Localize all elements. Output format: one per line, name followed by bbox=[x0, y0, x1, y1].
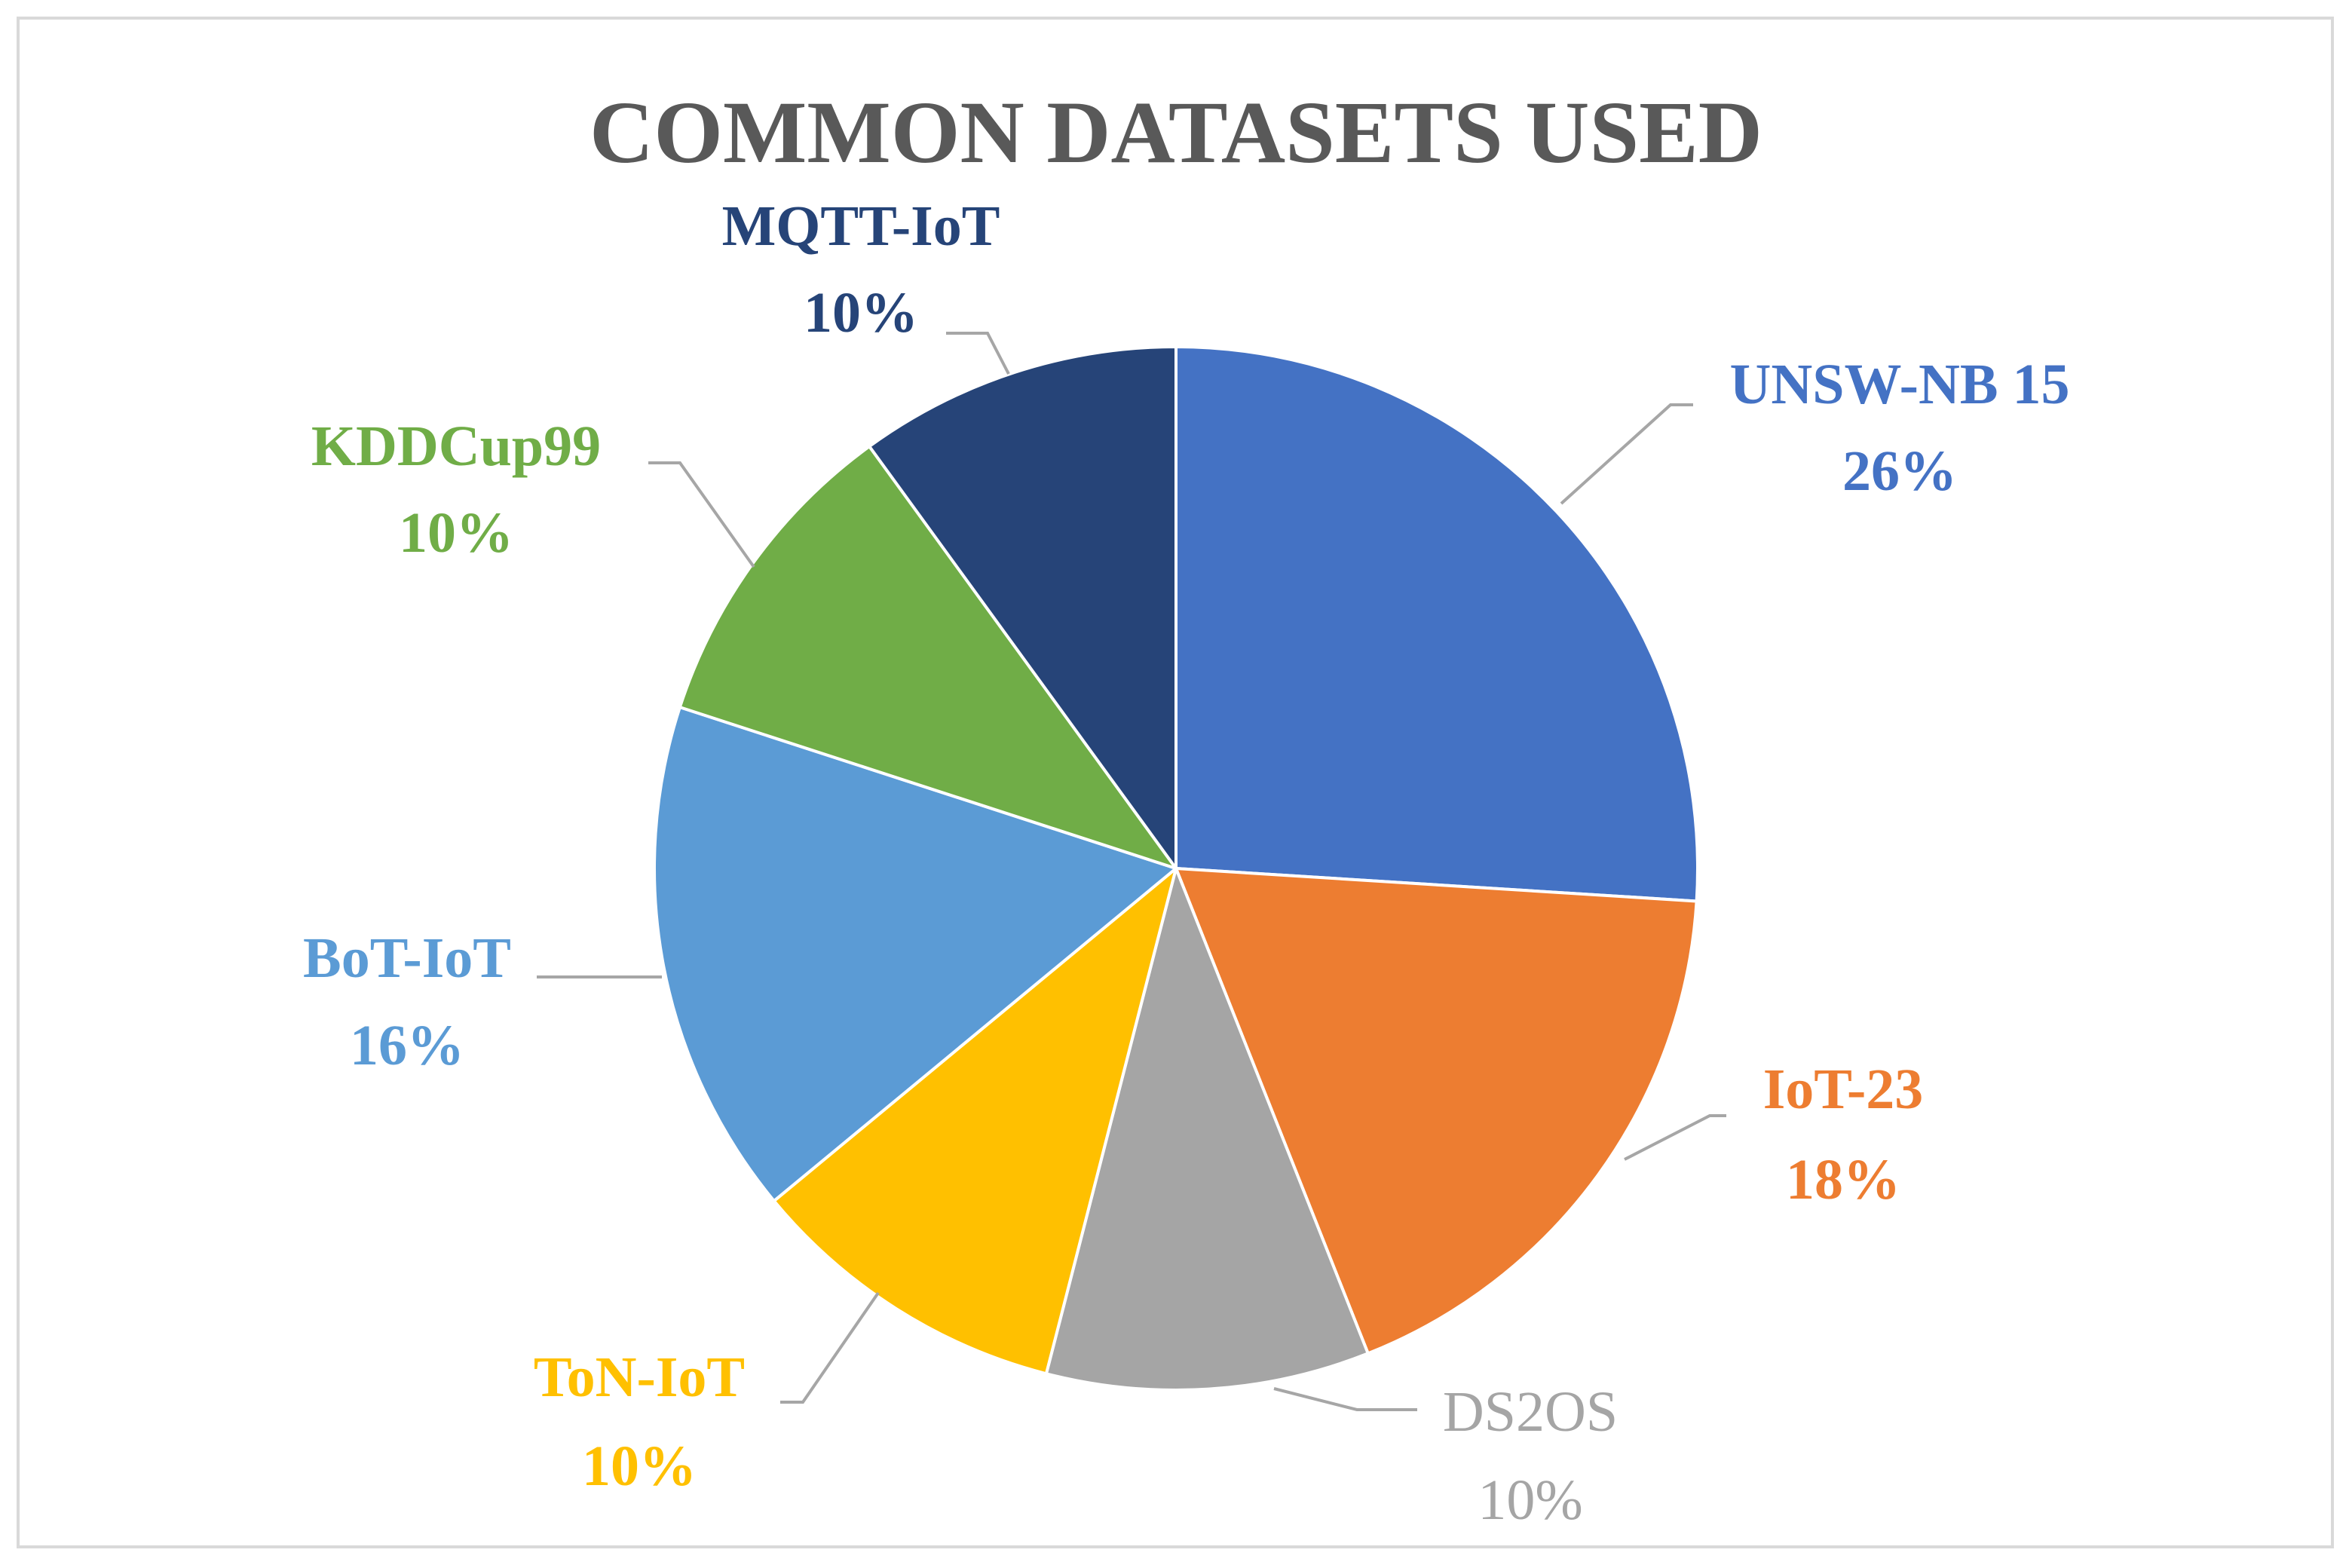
pie-slice-unsw-nb-15 bbox=[1174, 345, 1699, 903]
slice-labels: UNSW-NB 15 26% IoT-23 18% DS2OS 10% ToN-IoT 10%… bbox=[303, 194, 2070, 1532]
leader-line-unsw-nb-15 bbox=[1560, 403, 1693, 505]
slice-category-label: BoT-IoT bbox=[303, 926, 511, 990]
slice-percentage-label: 10% bbox=[804, 281, 918, 345]
leader-line-ton-iot bbox=[780, 1291, 880, 1404]
slice-category-label: ToN-IoT bbox=[534, 1346, 745, 1409]
slice-category-label: UNSW-NB 15 bbox=[1729, 353, 2069, 416]
pie-slice-kddcup99 bbox=[678, 445, 1178, 870]
pie-slice-iot-23 bbox=[1174, 867, 1698, 1355]
leader-line-ds2os bbox=[1273, 1387, 1417, 1411]
chart-title: COMMON DATASETS USED bbox=[590, 83, 1762, 182]
slice-percentage-label: 26% bbox=[1842, 439, 1957, 503]
leader-line-mqtt-iot bbox=[946, 332, 1010, 375]
pie-slice-mqtt-iot bbox=[868, 345, 1178, 870]
pie-slice-bot-iot bbox=[652, 706, 1178, 1203]
pie-slice-ds2os bbox=[1044, 867, 1370, 1392]
slice-category-label: IoT-23 bbox=[1763, 1058, 1924, 1121]
slice-percentage-label: 10% bbox=[582, 1435, 697, 1498]
pie-slices bbox=[652, 345, 1699, 1392]
slice-percentage-label: 10% bbox=[399, 501, 513, 565]
slice-percentage-label: 18% bbox=[1786, 1148, 1900, 1211]
slice-category-label: MQTT-IoT bbox=[722, 194, 1000, 258]
slice-category-label: DS2OS bbox=[1443, 1380, 1618, 1444]
leader-line-kddcup99 bbox=[648, 461, 755, 568]
pie-slice-ton-iot bbox=[772, 867, 1178, 1376]
leader-lines bbox=[537, 332, 1726, 1411]
slice-percentage-label: 16% bbox=[350, 1014, 464, 1077]
slice-category-label: KDDCup99 bbox=[311, 415, 601, 478]
leader-line-iot-23 bbox=[1624, 1114, 1726, 1161]
slice-percentage-label: 10% bbox=[1478, 1468, 1582, 1532]
